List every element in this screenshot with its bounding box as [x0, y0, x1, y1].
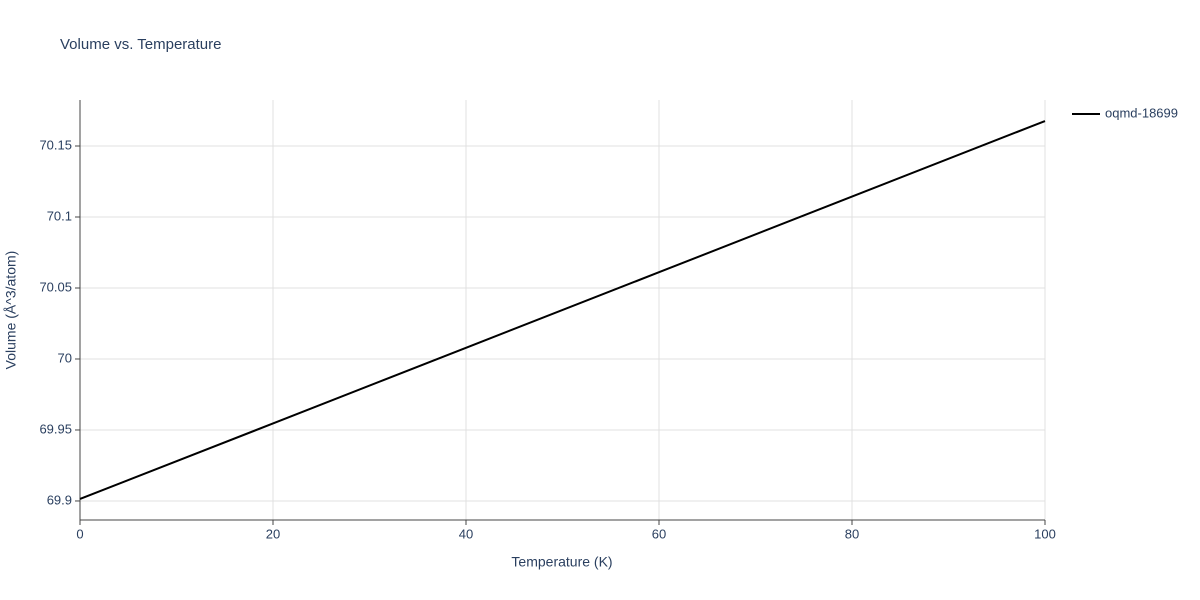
y-axis-label: Volume (Å^3/atom)	[3, 251, 19, 370]
x-axis-label: Temperature (K)	[511, 554, 612, 570]
y-tick-label: 70.15	[39, 137, 72, 152]
x-tick-label: 100	[1034, 526, 1056, 541]
legend-label: oqmd-18699	[1105, 105, 1178, 120]
y-tick-label: 70	[58, 350, 72, 365]
x-tick-label: 40	[459, 526, 473, 541]
x-tick-label: 0	[76, 526, 83, 541]
x-tick-label: 20	[266, 526, 280, 541]
x-tick-label: 60	[652, 526, 666, 541]
y-tick-label: 70.1	[47, 208, 72, 223]
y-tick-label: 69.95	[39, 421, 72, 436]
data-line	[79, 120, 1046, 500]
y-tick-label: 70.05	[39, 279, 72, 294]
chart-title: Volume vs. Temperature	[60, 36, 221, 53]
x-tick-label: 80	[845, 526, 859, 541]
y-tick-label: 69.9	[47, 492, 72, 507]
